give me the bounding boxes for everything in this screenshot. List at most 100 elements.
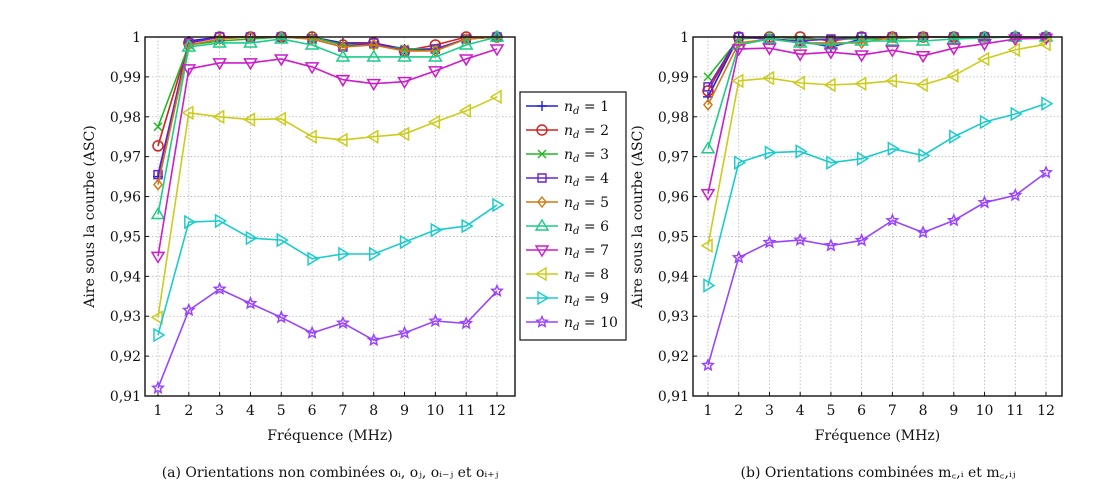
data-point-triangle-up (366, 49, 382, 62)
series-9 (153, 197, 505, 343)
legend-n: n (564, 123, 573, 139)
data-point-triangle-up (792, 35, 808, 48)
x-tick-label: 1 (154, 403, 163, 419)
legend-entry: nd = 9 (526, 290, 609, 309)
data-point-triangle-right (276, 232, 289, 248)
legend-entry: nd = 4 (526, 171, 609, 189)
legend-n: n (564, 147, 573, 163)
data-point-triangle-right (826, 155, 839, 170)
data-point-triangle-right (856, 151, 870, 166)
series-line (707, 171, 1047, 366)
data-point-triangle-right (184, 214, 197, 230)
y-axis-label: Aire sous la courbe (ASC) (630, 125, 646, 309)
x-tick-label: 12 (1037, 403, 1055, 419)
chart-panel-a: 1 2 3 4 5 6 7 8 9 10 11 120,910,920,930,940,950,960… (82, 29, 516, 481)
legend-label: nd = 8 (564, 267, 609, 285)
subfigure-caption: (a) Orientations non combinées oᵢ, oⱼ, o… (162, 465, 499, 481)
data-point-star (489, 283, 505, 298)
series-line (707, 36, 1046, 98)
series-line (157, 36, 498, 185)
series-10 (700, 165, 1054, 372)
x-tick-label: 6 (308, 403, 317, 419)
data-point-triangle-right (1041, 96, 1054, 111)
y-tick-label: 0,99 (658, 70, 689, 86)
y-tick-label: 0,98 (658, 110, 689, 126)
series-1 (153, 32, 502, 182)
data-point-triangle-down (243, 58, 258, 71)
data-point-triangle-up (700, 141, 716, 154)
y-tick-label: 0,94 (658, 269, 689, 285)
x-tick-label: 7 (338, 403, 347, 419)
data-point-star (459, 315, 474, 330)
legend-n: n (564, 315, 573, 331)
legend-subscript: d (573, 202, 579, 213)
x-tick-label: 10 (426, 403, 444, 419)
y-tick-label: 0,97 (658, 150, 689, 166)
data-point-star (305, 325, 320, 339)
data-point-triangle-left (397, 126, 410, 142)
axes-frame (692, 36, 1063, 397)
data-point-triangle-left (366, 129, 379, 145)
data-point-triangle-up (854, 33, 869, 46)
data-point-star (977, 195, 992, 209)
x-tick-label: 4 (796, 403, 805, 419)
data-point-triangle-left (792, 75, 805, 91)
data-point-triangle-right (245, 230, 258, 246)
data-point-star (397, 325, 412, 339)
series-5 (703, 30, 1051, 112)
legend-entry: nd = 1 (526, 99, 609, 117)
data-point-triangle-down (428, 66, 443, 79)
data-point-triangle-up (212, 35, 227, 48)
legend-n: n (564, 99, 573, 115)
legend-entry: nd = 6 (526, 218, 609, 237)
data-point-star (335, 315, 350, 330)
x-tick-label: 6 (857, 403, 866, 419)
data-point-triangle-left (304, 129, 317, 145)
data-point-triangle-up (397, 49, 412, 62)
data-point-diamond (733, 36, 744, 50)
data-point-triangle-up (458, 37, 474, 50)
legend-value: = 2 (579, 123, 609, 139)
legend-entry: nd = 10 (526, 314, 618, 333)
legend-n: n (564, 243, 573, 259)
legend-marker-triangle-down (534, 245, 550, 258)
y-tick-label: 0,92 (110, 349, 141, 365)
x-tick-label: 5 (826, 403, 835, 419)
data-point-x (703, 72, 713, 82)
data-point-star (1008, 187, 1023, 202)
data-point-triangle-left (761, 70, 775, 86)
data-point-triangle-up (823, 37, 839, 50)
data-point-triangle-right (214, 213, 228, 229)
legend-marker-circle (536, 124, 548, 136)
data-point-star (731, 250, 746, 264)
data-point-star (150, 380, 166, 395)
data-point-star (762, 234, 777, 249)
x-tick-label: 5 (277, 403, 286, 419)
legend-subscript: d (573, 130, 579, 141)
legend-subscript: d (573, 226, 579, 237)
data-point-triangle-up (150, 207, 166, 220)
series-line (157, 36, 498, 215)
x-tick-label: 12 (488, 403, 506, 419)
series-line (707, 36, 1046, 106)
data-point-triangle-down (977, 39, 992, 52)
data-point-triangle-right (764, 145, 777, 161)
legend-value: = 7 (579, 243, 609, 259)
x-tick-label: 8 (369, 403, 378, 419)
x-tick-label: 1 (704, 403, 713, 419)
data-point-diamond (887, 30, 898, 44)
series-8 (700, 36, 1051, 253)
legend-value: = 8 (579, 267, 609, 283)
data-point-triangle-down (915, 50, 931, 64)
data-point-triangle-left (489, 89, 502, 105)
data-point-x (153, 122, 163, 132)
data-point-triangle-right (492, 197, 505, 213)
data-point-triangle-left (150, 310, 163, 325)
data-point-triangle-right (795, 144, 808, 159)
data-point-triangle-left (700, 238, 713, 253)
y-tick-label: 0,91 (110, 389, 141, 405)
data-point-diamond (703, 98, 713, 112)
data-point-star (700, 357, 716, 372)
data-point-triangle-down (762, 43, 777, 56)
data-point-diamond (948, 30, 959, 44)
